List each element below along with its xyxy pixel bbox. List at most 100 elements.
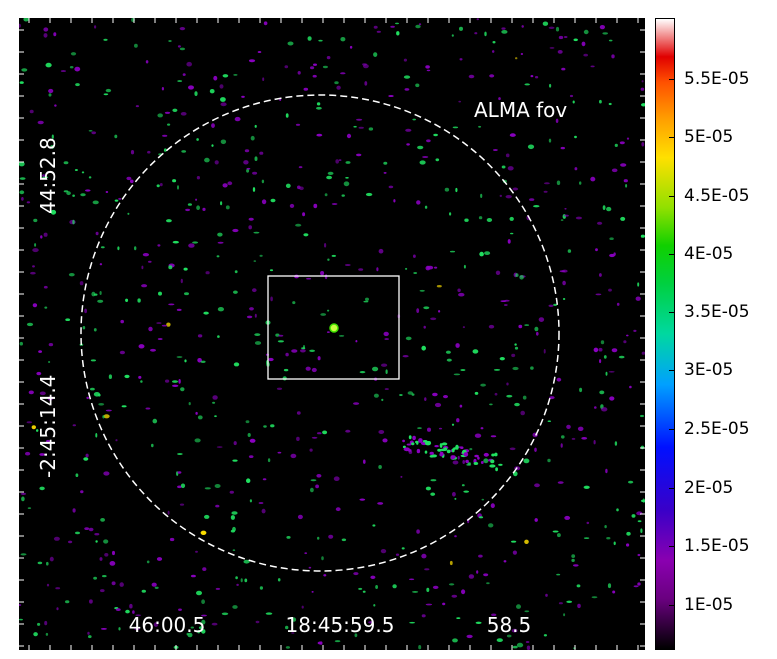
noise-speckle (197, 415, 203, 420)
noise-speckle (75, 531, 80, 535)
noise-speckle (145, 407, 151, 410)
noise-speckle (468, 574, 475, 579)
noise-speckle (335, 507, 341, 512)
noise-speckle (327, 258, 330, 261)
noise-speckle (179, 503, 185, 506)
noise-speckle (177, 471, 182, 474)
noise-speckle (466, 634, 473, 639)
noise-speckle (103, 93, 109, 96)
noise-speckle (604, 525, 607, 529)
noise-speckle (586, 521, 590, 525)
noise-speckle (147, 150, 151, 154)
noise-speckle (416, 308, 420, 313)
noise-speckle (501, 165, 506, 169)
noise-speckle (105, 88, 112, 93)
noise-speckle (512, 187, 519, 191)
noise-speckle (296, 436, 300, 441)
noise-speckle (317, 432, 322, 435)
noise-speckle (511, 540, 517, 543)
noise-speckle (135, 614, 141, 617)
cluster-speckle (498, 463, 503, 466)
noise-speckle (212, 401, 216, 404)
noise-speckle (66, 191, 71, 196)
noise-speckle (198, 626, 204, 630)
noise-speckle (381, 363, 388, 367)
noise-speckle (501, 30, 508, 34)
noise-speckle (453, 373, 461, 376)
noise-speckle (93, 328, 97, 332)
source-cluster (402, 435, 503, 472)
noise-speckle (291, 349, 298, 353)
noise-speckle (296, 411, 301, 415)
noise-speckle (373, 604, 376, 607)
noise-speckle (319, 641, 323, 645)
noise-speckle (456, 617, 461, 619)
noise-speckle (27, 507, 32, 509)
noise-speckle (168, 303, 175, 306)
noise-speckle (409, 578, 415, 581)
noise-speckle (255, 620, 260, 624)
noise-speckle (50, 209, 57, 215)
noise-speckle (32, 248, 39, 253)
noise-speckle (483, 573, 489, 577)
noise-speckle (215, 504, 220, 508)
noise-speckle (277, 578, 281, 582)
noise-speckle (372, 366, 379, 372)
noise-speckle (220, 139, 227, 145)
noise-speckle (399, 394, 403, 396)
noise-speckle (124, 374, 130, 379)
noise-speckle (316, 106, 322, 110)
noise-speckle (159, 183, 163, 187)
colorbar-label: 2E-05 (684, 478, 734, 498)
noise-speckle (579, 387, 583, 393)
noise-speckle (583, 537, 590, 539)
noise-speckle (327, 309, 330, 312)
noise-speckle (75, 83, 80, 87)
noise-speckle (233, 74, 238, 76)
noise-speckle (564, 208, 567, 210)
noise-speckle (303, 345, 305, 350)
noise-speckle (514, 343, 517, 346)
noise-speckle (308, 566, 312, 569)
noise-speckle (118, 627, 121, 631)
noise-speckle (91, 131, 96, 135)
noise-speckle (265, 612, 273, 615)
noise-speckle (309, 448, 313, 452)
noise-speckle (254, 341, 262, 345)
noise-speckle (331, 254, 336, 257)
noise-speckle (626, 531, 631, 536)
noise-speckle (626, 137, 630, 140)
noise-speckle (48, 93, 52, 97)
noise-speckle (490, 503, 495, 509)
noise-speckle (435, 158, 440, 162)
noise-speckle (451, 423, 455, 426)
noise-speckle (353, 402, 360, 405)
noise-speckle (26, 322, 34, 327)
noise-speckle (603, 355, 607, 359)
noise-speckle (188, 243, 195, 248)
noise-speckle (345, 161, 351, 164)
noise-speckle (607, 583, 612, 589)
noise-speckle (563, 613, 566, 617)
noise-speckle (326, 331, 330, 333)
noise-speckle (299, 186, 304, 191)
noise-speckle (452, 460, 459, 465)
noise-speckle (425, 265, 431, 271)
noise-speckle (474, 391, 479, 395)
noise-speckle (326, 56, 331, 60)
noise-speckle (82, 326, 86, 330)
noise-speckle (291, 617, 297, 622)
noise-speckle (424, 205, 428, 209)
noise-speckle (51, 134, 54, 139)
noise-speckle (172, 179, 177, 183)
noise-speckle (486, 218, 493, 222)
noise-speckle (356, 153, 362, 157)
noise-speckle (320, 313, 327, 316)
noise-speckle (591, 596, 598, 599)
noise-speckle (614, 441, 618, 446)
noise-speckle (434, 266, 438, 269)
noise-speckle (409, 621, 415, 624)
noise-speckle (599, 359, 602, 364)
noise-speckle (483, 458, 489, 464)
noise-speckle (498, 97, 501, 101)
